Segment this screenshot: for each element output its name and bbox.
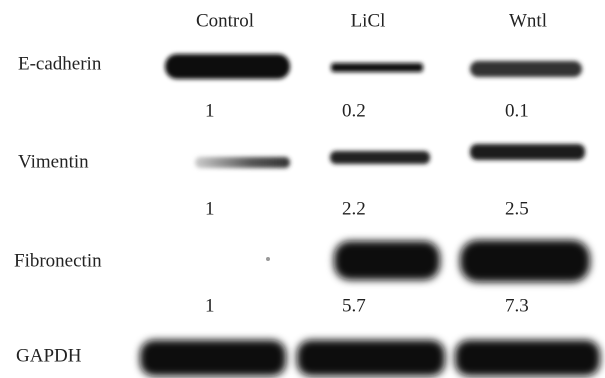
column-header: Wntl [509,10,547,31]
column-header: LiCl [351,10,386,31]
quantification: 1 [205,100,215,121]
band [331,63,423,72]
quantification: 1 [205,295,215,316]
band [470,144,585,160]
band [165,54,290,79]
quantification: 1 [205,198,215,219]
quantification: 2.5 [505,198,529,219]
row-label: Vimentin [18,151,89,172]
band [140,340,286,376]
band [297,340,445,376]
column-header: Control [196,10,254,31]
band [334,241,440,280]
band-row [140,340,600,376]
row-label: E-cadherin [18,53,102,74]
quantification: 7.3 [505,295,529,316]
quantification: 2.2 [342,198,366,219]
western-blot: Control LiCl Wntl E-cadherin Vimentin Fi… [0,0,605,378]
row-label: GAPDH [16,345,82,366]
band [455,340,600,376]
band [195,157,290,168]
quantification: 0.2 [342,100,366,121]
band [460,240,590,282]
quantification: 0.1 [505,100,529,121]
band [470,61,582,77]
row-label: Fibronectin [14,250,102,271]
band [266,257,270,261]
band [330,151,430,164]
quantification: 5.7 [342,295,366,316]
